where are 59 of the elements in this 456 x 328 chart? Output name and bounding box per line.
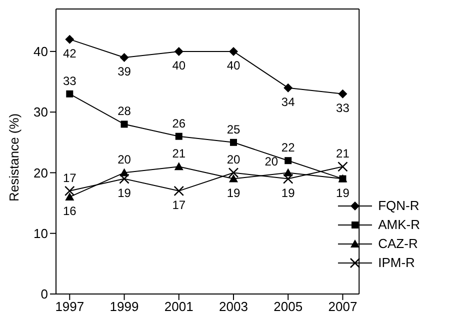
data-label: 19	[336, 186, 350, 200]
data-label: 20	[226, 152, 240, 167]
data-label: 17	[62, 170, 77, 185]
x-tick-label: 2001	[164, 299, 194, 314]
point	[338, 162, 348, 172]
data-label: 20	[264, 154, 278, 169]
point	[174, 46, 184, 56]
x-tick-label: 2003	[219, 299, 248, 314]
data-label: 20	[118, 152, 132, 167]
data-label: 26	[172, 116, 186, 130]
point	[119, 174, 130, 184]
data-label: 19	[118, 186, 132, 200]
point	[282, 174, 294, 184]
data-label: 16	[62, 204, 77, 218]
data-label: 33	[62, 74, 77, 88]
point	[64, 186, 75, 196]
data-label: 19	[281, 186, 296, 200]
legend-label: CAZ-R	[378, 236, 418, 251]
data-label: 21	[172, 146, 186, 161]
point	[174, 162, 184, 170]
data-label: 19	[226, 186, 240, 200]
data-label: 40	[172, 58, 186, 72]
point	[65, 192, 74, 200]
y-axis-title: Resistance (%)	[6, 113, 22, 202]
point	[120, 53, 129, 62]
x-tick-label: 2005	[274, 299, 303, 314]
point	[174, 186, 184, 196]
legend-label: IPM-R	[378, 255, 415, 270]
y-tick-label: 20	[34, 165, 48, 180]
point	[228, 174, 238, 182]
legend-label: FQN-R	[378, 198, 420, 213]
y-tick-label: 30	[34, 104, 48, 120]
data-label: 25	[226, 122, 240, 136]
x-tick-label: 2007	[328, 299, 358, 314]
data-label: 40	[226, 58, 240, 72]
point	[120, 120, 128, 128]
y-tick-label: 10	[34, 226, 48, 241]
point	[230, 138, 237, 146]
data-label: 34	[281, 94, 296, 109]
x-tick-label: 1999	[110, 299, 139, 314]
point	[66, 90, 74, 98]
legend-label: AMK-R	[378, 217, 420, 232]
y-tick-label: 0	[40, 286, 48, 302]
data-label: 39	[118, 64, 132, 79]
point	[228, 46, 238, 56]
x-tick-label: 1997	[55, 299, 84, 314]
data-label: 33	[336, 100, 350, 115]
point	[338, 89, 348, 98]
y-tick-label: 40	[34, 44, 48, 60]
data-label: 21	[336, 146, 350, 161]
data-label: 42	[62, 46, 77, 60]
data-label: 28	[118, 104, 132, 118]
point	[228, 168, 239, 178]
data-label: 22	[281, 140, 296, 155]
point	[175, 132, 182, 140]
point	[284, 83, 293, 92]
data-label: 17	[172, 198, 186, 212]
point	[284, 157, 292, 164]
point	[65, 34, 74, 44]
